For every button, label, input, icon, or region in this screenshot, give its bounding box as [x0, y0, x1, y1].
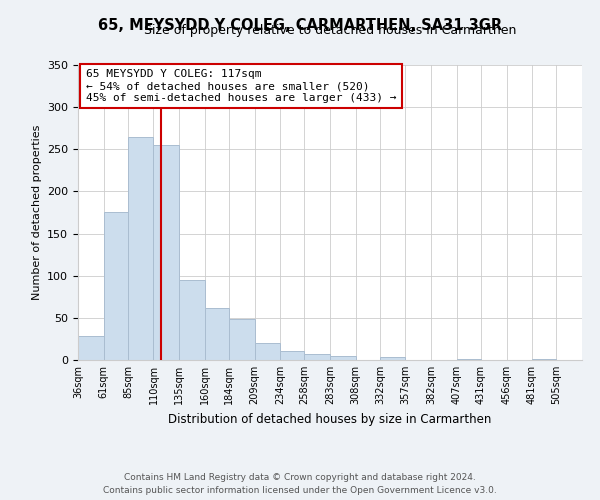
Text: 65 MEYSYDD Y COLEG: 117sqm
← 54% of detached houses are smaller (520)
45% of sem: 65 MEYSYDD Y COLEG: 117sqm ← 54% of deta… — [86, 70, 396, 102]
Bar — [457, 359, 481, 360]
Bar — [532, 359, 556, 360]
Bar — [330, 356, 356, 360]
Bar — [380, 356, 406, 360]
Text: Contains HM Land Registry data © Crown copyright and database right 2024.
Contai: Contains HM Land Registry data © Crown c… — [103, 474, 497, 495]
Bar — [280, 350, 304, 360]
Title: Size of property relative to detached houses in Carmarthen: Size of property relative to detached ho… — [144, 24, 516, 38]
Bar — [205, 308, 229, 360]
Bar — [154, 145, 179, 360]
Bar — [104, 212, 128, 360]
Bar — [128, 138, 154, 360]
Bar — [229, 318, 254, 360]
Bar — [304, 354, 330, 360]
Text: 65, MEYSYDD Y COLEG, CARMARTHEN, SA31 3GR: 65, MEYSYDD Y COLEG, CARMARTHEN, SA31 3G… — [98, 18, 502, 32]
Bar — [78, 336, 104, 360]
Y-axis label: Number of detached properties: Number of detached properties — [32, 125, 41, 300]
X-axis label: Distribution of detached houses by size in Carmarthen: Distribution of detached houses by size … — [169, 412, 491, 426]
Bar — [254, 343, 280, 360]
Bar — [179, 280, 205, 360]
